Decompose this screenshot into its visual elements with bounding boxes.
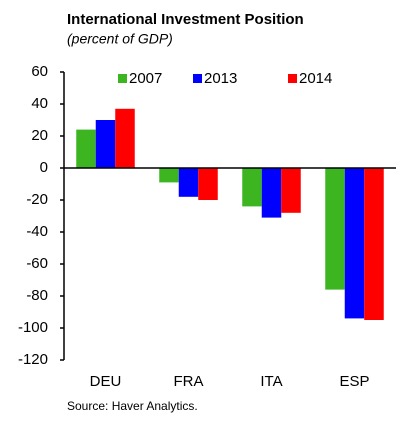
bar bbox=[261, 168, 282, 218]
bar bbox=[76, 129, 96, 168]
chart-subtitle: (percent of GDP) bbox=[67, 31, 173, 47]
x-tick-label: DEU bbox=[90, 373, 122, 390]
legend-label: 2013 bbox=[204, 70, 237, 87]
bar bbox=[242, 168, 262, 207]
y-tick-label: 20 bbox=[31, 127, 48, 144]
legend-swatch bbox=[288, 74, 297, 83]
y-tick-label: -40 bbox=[26, 223, 48, 240]
legend-label: 2007 bbox=[129, 70, 162, 87]
bar bbox=[344, 168, 365, 319]
legend-swatch bbox=[193, 74, 202, 83]
y-tick-label: 0 bbox=[40, 159, 48, 176]
bar bbox=[325, 168, 345, 290]
x-tick-label: FRA bbox=[174, 373, 204, 390]
bar bbox=[115, 108, 135, 168]
y-tick-label: 60 bbox=[31, 63, 48, 80]
legend-label: 2014 bbox=[299, 70, 332, 87]
x-tick-label: ITA bbox=[260, 373, 282, 390]
y-tick-label: -20 bbox=[26, 191, 48, 208]
y-tick-label: -100 bbox=[18, 319, 48, 336]
bar bbox=[95, 120, 116, 168]
bar bbox=[281, 168, 301, 213]
bar bbox=[198, 168, 218, 200]
chart-title: International Investment Position bbox=[67, 11, 304, 28]
source-note: Source: Haver Analytics. bbox=[67, 399, 198, 413]
bar bbox=[159, 168, 179, 183]
legend-swatch bbox=[118, 74, 127, 83]
y-tick-label: 40 bbox=[31, 95, 48, 112]
bar bbox=[178, 168, 199, 197]
x-tick-label: ESP bbox=[339, 373, 369, 390]
y-tick-label: -80 bbox=[26, 287, 48, 304]
y-tick-label: -120 bbox=[18, 351, 48, 368]
y-tick-label: -60 bbox=[26, 255, 48, 272]
bar bbox=[364, 168, 384, 320]
